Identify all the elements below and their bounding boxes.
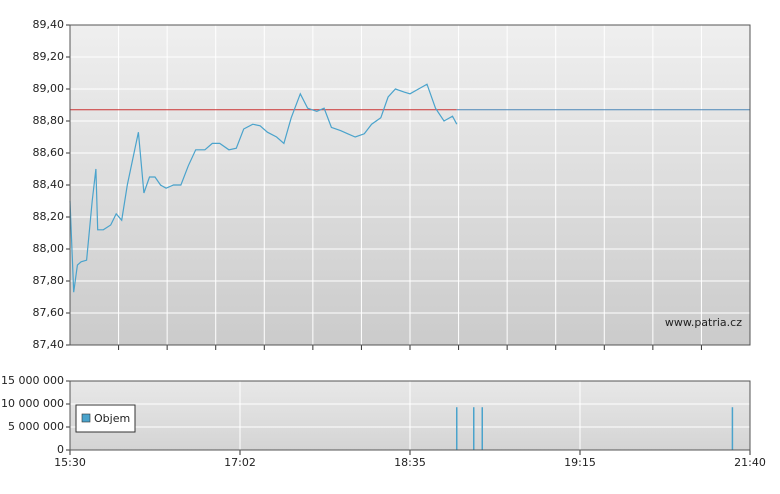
price-line [69,83,458,293]
y-tick-label: 89,20 [33,50,65,63]
y-tick-label: 88,60 [33,146,65,159]
legend-swatch [81,413,91,423]
x-tick-label: 19:15 [564,456,596,469]
x-tick-label: 18:35 [394,456,426,469]
y-tick-label: 88,20 [33,210,65,223]
volume-bar [481,407,483,450]
y-tick-label: 87,40 [33,338,65,351]
y-tick-label: 10 000 000 [1,397,64,410]
plot-frame [69,24,751,346]
y-tick-label: 88,00 [33,242,65,255]
y-tick-label: 89,40 [33,18,65,31]
watermark: www.patria.cz [665,316,742,329]
volume-bar [473,407,475,450]
y-tick-label: 87,60 [33,306,65,319]
legend-label: Objem [94,412,130,425]
y-tick-label: 0 [57,443,64,456]
x-tick-label: 15:30 [54,456,86,469]
volume-bar [731,407,734,450]
x-tick-label: 17:02 [224,456,256,469]
x-tick-label: 21:40 [734,456,766,469]
y-tick-label: 15 000 000 [1,374,64,387]
y-tick-label: 88,40 [33,178,65,191]
plot-frame [69,380,751,451]
y-tick-label: 87,80 [33,274,65,287]
y-tick-label: 5 000 000 [8,420,64,433]
volume-bar [456,407,458,450]
y-tick-label: 88,80 [33,114,65,127]
y-tick-label: 89,00 [33,82,65,95]
